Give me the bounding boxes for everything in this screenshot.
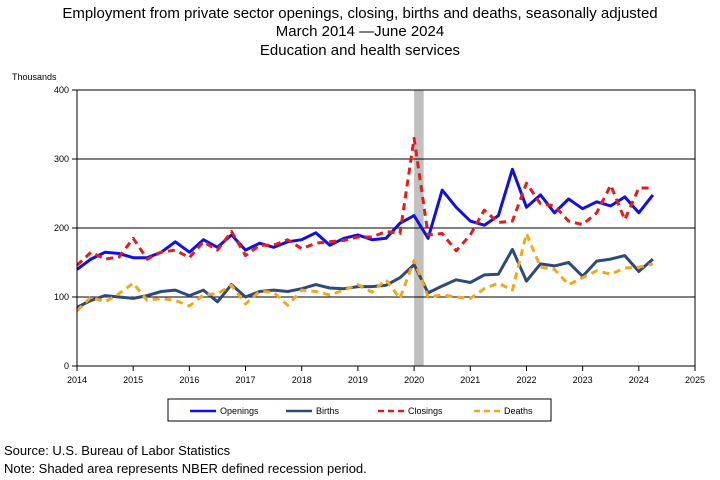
legend-box [167,398,552,422]
x-tick-label: 2018 [292,375,312,385]
x-tick-label: 2024 [629,375,649,385]
y-tick-label: 100 [54,292,69,302]
series-line-births [76,247,654,309]
x-tick-label: 2023 [573,375,593,385]
x-tick-label: 2025 [685,375,705,385]
series-line-deaths [75,232,654,312]
legend-label-births: Births [316,406,340,416]
legend-label-openings: Openings [220,406,259,416]
series-line-closings [75,136,653,267]
x-tick-label: 2019 [348,375,368,385]
y-tick-label: 400 [54,85,69,95]
chart-subtitle-period: March 2014 —June 2024 [275,23,445,40]
x-tick-label: 2021 [460,375,480,385]
x-tick-label: 2017 [236,375,256,385]
x-tick-label: 2014 [67,375,87,385]
y-tick-label: 0 [64,361,69,371]
recession-note: Note: Shaded area represents NBER define… [4,461,367,476]
line-chart: 0 100 200 300 400 2014 2015 2016 2017 2018 2019 202… [12,72,705,422]
x-tick-label: 2020 [404,375,424,385]
source-note: Source: U.S. Bureau of Labor Statistics [4,443,231,458]
y-axis-label: Thousands [12,72,57,82]
legend-label-closings: Closings [408,406,443,416]
chart-subtitle-industry: Education and health services [259,42,461,59]
x-tick-label: 2016 [179,375,199,385]
legend-label-deaths: Deaths [504,406,533,416]
x-tick-label: 2015 [123,375,143,385]
y-tick-label: 300 [54,154,69,164]
x-tick-label: 2022 [516,375,536,385]
y-tick-label: 200 [54,223,69,233]
chart-title: Employment from private sector openings,… [62,5,658,22]
